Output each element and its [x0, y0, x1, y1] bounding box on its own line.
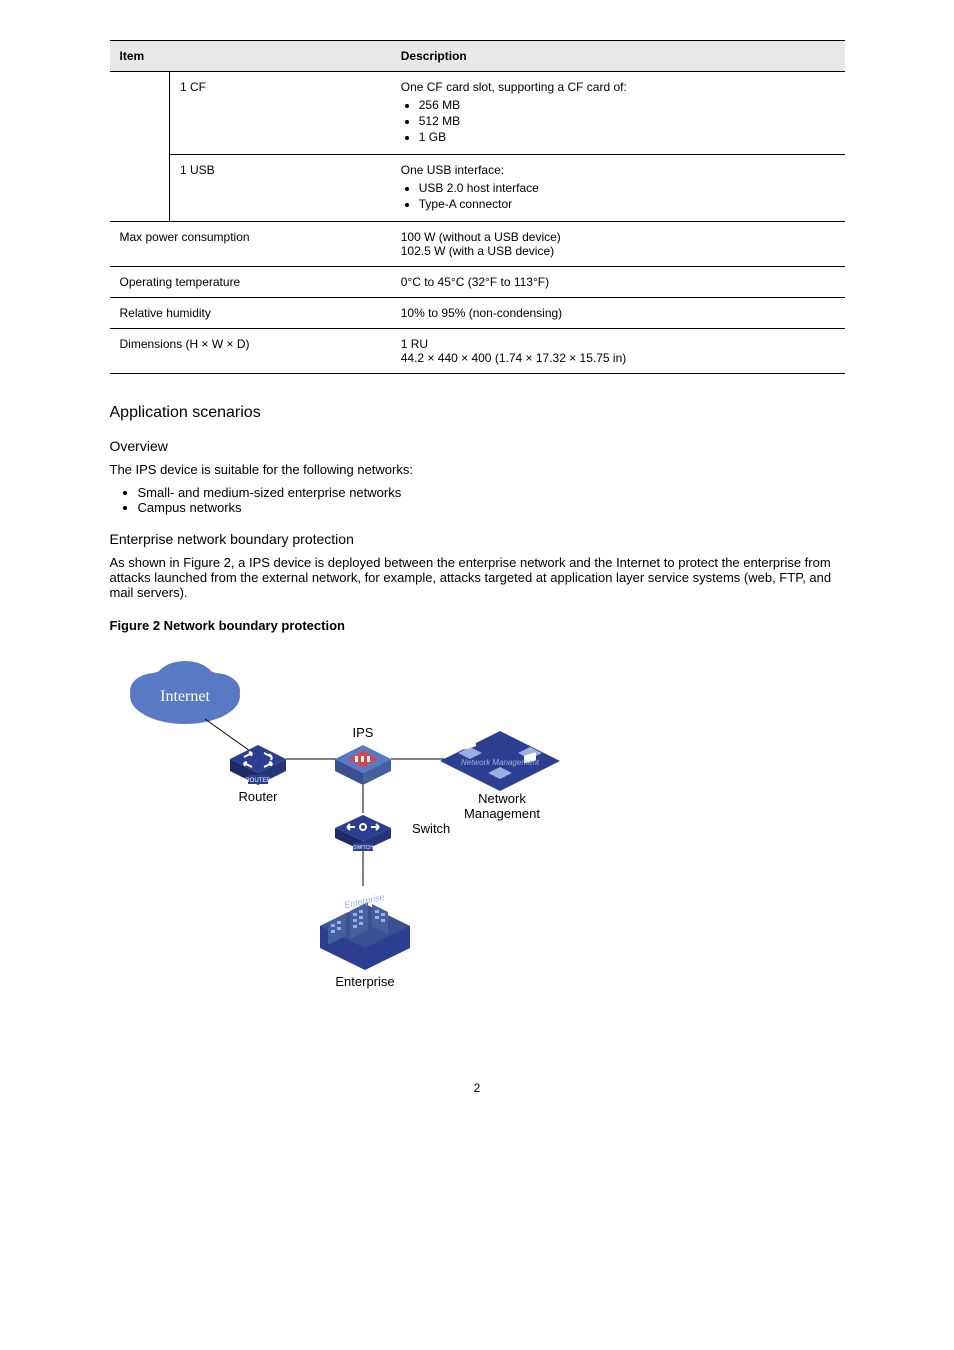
table-row: Max power consumption 100 W (without a U…: [110, 222, 845, 267]
cell-cf: 1 CF: [170, 72, 391, 155]
cell-usb: 1 USB: [170, 155, 391, 222]
cf-opt: 512 MB: [419, 114, 835, 128]
figure-caption: Figure 2 Network boundary protection: [110, 618, 845, 633]
cell-dim: Dimensions (H × W × D): [110, 329, 391, 374]
table-row: Operating temperature 0°C to 45°C (32°F …: [110, 267, 845, 298]
table-row: Dimensions (H × W × D) 1 RU 44.2 × 440 ×…: [110, 329, 845, 374]
spec-table: Item Description 1 CF One CF card slot, …: [110, 40, 845, 374]
svg-text:ROUTER: ROUTER: [245, 778, 271, 784]
cf-desc-pre: One CF card slot, supporting a CF card o…: [401, 80, 627, 94]
table-row: 1 CF One CF card slot, supporting a CF c…: [110, 72, 845, 155]
cell-power-desc: 100 W (without a USB device) 102.5 W (wi…: [391, 222, 845, 267]
heading-appscen: Application scenarios: [110, 404, 845, 422]
router-label: Router: [238, 789, 278, 804]
netmgmt-label2: Management: [464, 806, 540, 821]
para-boundary: As shown in Figure 2, a IPS device is de…: [110, 555, 845, 600]
network-diagram: Internet ROUTER Router: [110, 641, 580, 1001]
ips-icon: [335, 745, 391, 785]
cell-humidity: Relative humidity: [110, 298, 391, 329]
cloud-icon: Internet: [130, 661, 240, 724]
heading-boundary: Enterprise network boundary protection: [110, 531, 845, 547]
usb-opt: Type-A connector: [419, 197, 835, 211]
cf-opt: 256 MB: [419, 98, 835, 112]
th-desc: Description: [391, 41, 845, 72]
usb-desc-pre: One USB interface:: [401, 163, 504, 177]
router-icon: ROUTER: [230, 745, 286, 785]
page-number: 2: [50, 1081, 904, 1095]
enterprise-label: Enterprise: [335, 974, 394, 989]
cell-humidity-desc: 10% to 95% (non-condensing): [391, 298, 845, 329]
enterprise-icon: Enterprise: [320, 892, 410, 970]
cell-temp-desc: 0°C to 45°C (32°F to 113°F): [391, 267, 845, 298]
ips-label: IPS: [352, 725, 373, 740]
net-type: Small- and medium-sized enterprise netwo…: [138, 485, 845, 500]
para-suitable: The IPS device is suitable for the follo…: [110, 462, 845, 477]
heading-overview: Overview: [110, 438, 845, 454]
table-row: Relative humidity 10% to 95% (non-conden…: [110, 298, 845, 329]
switch-icon: SWITCH: [335, 815, 391, 851]
cf-opt: 1 GB: [419, 130, 835, 144]
table-row: 1 USB One USB interface: USB 2.0 host in…: [110, 155, 845, 222]
svg-text:Network Management: Network Management: [460, 758, 539, 767]
cell-temp: Operating temperature: [110, 267, 391, 298]
cell-dim-desc: 1 RU 44.2 × 440 × 400 (1.74 × 17.32 × 15…: [391, 329, 845, 374]
internet-label: Internet: [160, 688, 210, 705]
th-item: Item: [110, 41, 391, 72]
netmgmt-icon: Network Management: [440, 731, 560, 791]
netmgmt-label1: Network: [478, 791, 526, 806]
switch-label: Switch: [412, 821, 450, 836]
cell-power: Max power consumption: [110, 222, 391, 267]
usb-opt: USB 2.0 host interface: [419, 181, 835, 195]
net-type: Campus networks: [138, 500, 845, 515]
svg-text:SWITCH: SWITCH: [353, 845, 373, 851]
